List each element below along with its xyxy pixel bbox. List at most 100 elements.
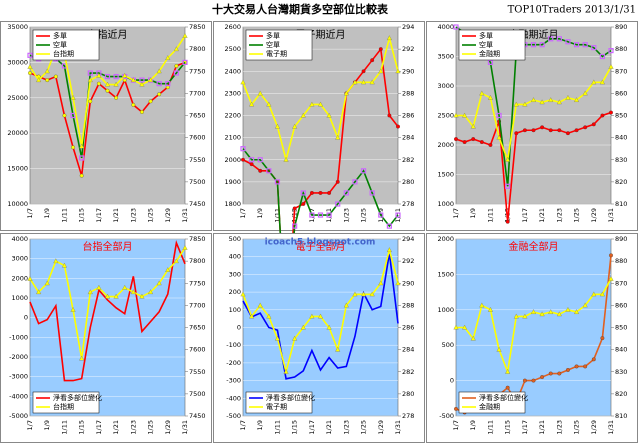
point: [300, 112, 306, 118]
point: [173, 70, 179, 76]
y2-tick-label: 292: [402, 257, 414, 265]
x-tick-label: 1/31: [181, 420, 189, 435]
x-tick-label: 1/11: [486, 420, 494, 435]
point: [574, 128, 579, 133]
point: [36, 289, 42, 295]
point: [283, 368, 289, 374]
y-tick-label: -100: [226, 341, 241, 349]
x-tick-label: 1/7: [452, 420, 460, 430]
chart-title: 金融全部月: [509, 240, 559, 253]
y-tick-label: 2100: [224, 134, 241, 142]
point: [173, 46, 179, 52]
point: [496, 112, 502, 119]
y2-tick-label: 7600: [189, 346, 206, 354]
point: [182, 33, 188, 38]
point: [513, 101, 519, 107]
point: [557, 128, 562, 133]
point: [454, 137, 458, 142]
point: [522, 128, 527, 133]
y2-tick-label: 290: [402, 67, 414, 75]
y2-tick-label: 870: [615, 67, 627, 75]
y2-tick-label: 7850: [189, 235, 206, 243]
point: [257, 157, 263, 163]
y-tick-label: -500: [439, 412, 454, 420]
point: [530, 42, 537, 48]
point: [395, 212, 401, 218]
y-tick-label: 300: [229, 270, 241, 278]
point: [274, 179, 281, 185]
y2-tick-label: 830: [615, 368, 627, 376]
point: [565, 368, 570, 372]
point: [335, 346, 341, 352]
point: [104, 293, 111, 299]
y-tick-label: 1500: [437, 171, 454, 179]
y-tick-label: 1500: [437, 270, 454, 278]
point: [548, 309, 554, 314]
x-tick-label: 1/25: [573, 420, 581, 435]
point: [608, 64, 614, 69]
x-tick-label: 1/29: [590, 420, 598, 435]
point: [122, 284, 128, 290]
y2-tick-label: 286: [402, 112, 414, 120]
point: [361, 69, 366, 74]
y-tick-label: 0: [237, 324, 241, 332]
point: [96, 72, 102, 78]
point: [79, 143, 85, 149]
point: [471, 137, 476, 142]
x-tick-label: 1/21: [112, 208, 120, 223]
legend-label: 淨看多部位變化: [479, 393, 528, 402]
point: [387, 113, 392, 118]
point: [274, 123, 280, 129]
point: [28, 71, 32, 75]
point: [96, 284, 102, 290]
point: [573, 42, 580, 48]
y-tick-label: 2000: [224, 156, 241, 164]
point: [386, 35, 392, 41]
y-tick-label: 1000: [437, 306, 454, 314]
point: [565, 131, 570, 136]
point: [352, 291, 358, 297]
x-tick-label: 1/25: [360, 420, 368, 435]
point: [488, 143, 493, 147]
x-tick-label: 1/31: [181, 208, 189, 223]
x-tick-label: 1/15: [78, 420, 86, 435]
y2-tick-label: 7450: [189, 200, 206, 208]
point: [540, 125, 545, 130]
y2-tick-label: 7700: [189, 89, 206, 97]
point: [361, 291, 367, 297]
point: [249, 313, 255, 319]
point: [113, 73, 119, 80]
point: [335, 134, 341, 140]
point: [283, 156, 289, 162]
point: [165, 55, 171, 60]
point: [70, 94, 76, 100]
point: [531, 378, 536, 383]
chart-title: 台指全部月: [83, 240, 133, 253]
point: [479, 140, 484, 144]
legend-box: [458, 29, 526, 61]
point: [557, 371, 562, 376]
legend-label: 台指期: [53, 402, 74, 411]
x-tick-label: 1/17: [308, 420, 316, 435]
y-tick-label: 1000: [11, 294, 28, 302]
x-tick-label: 1/29: [164, 420, 172, 435]
point: [583, 364, 588, 369]
point: [317, 313, 324, 319]
x-tick-label: 1/25: [360, 208, 368, 223]
point: [87, 289, 93, 295]
point: [257, 90, 263, 96]
chart-title: 電子全部月: [296, 240, 346, 253]
y2-tick-label: 280: [402, 178, 414, 186]
point: [539, 99, 545, 105]
series-line: [242, 253, 399, 380]
point: [565, 94, 571, 100]
point: [326, 212, 332, 218]
point: [182, 59, 188, 66]
point: [378, 47, 383, 52]
point: [591, 357, 596, 362]
y-tick-label: -4000: [9, 392, 28, 400]
point: [240, 146, 246, 152]
y2-tick-label: 850: [615, 112, 627, 120]
x-tick-label: 1/31: [607, 208, 615, 223]
y2-tick-label: 880: [615, 45, 627, 53]
